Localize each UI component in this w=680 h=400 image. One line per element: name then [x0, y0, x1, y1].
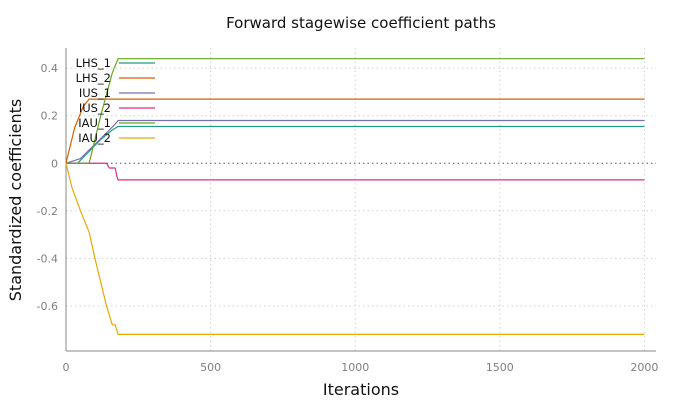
y-tick-label: 0 [51, 157, 58, 170]
y-tick-label: -0.4 [37, 252, 58, 265]
series-line-lhs-2 [65, 98, 645, 164]
x-tick-label: 2000 [630, 361, 658, 374]
y-tick-label: -0.6 [37, 300, 58, 313]
legend-label: IUS_1 [79, 86, 111, 100]
y-tick-label: -0.2 [37, 205, 58, 218]
y-tick-label: 0.4 [41, 62, 59, 75]
series-line-lhs-1 [66, 125, 645, 164]
x-axis-title: Iterations [323, 380, 399, 399]
y-axis-title: Standardized coefficients [6, 99, 25, 301]
legend-label: LHS_2 [76, 71, 111, 85]
x-tick-label: 1500 [486, 361, 514, 374]
x-tick-label: 1000 [341, 361, 369, 374]
y-tick-label: 0.2 [41, 110, 59, 123]
legend-label: LHS_1 [76, 56, 111, 70]
tick-labels: 0.4 0.2 0 -0.2 -0.4 -0.6 0 500 1000 1500 2000 [37, 62, 659, 374]
legend-label: IAU_2 [78, 131, 111, 145]
series-line-ius-1 [65, 119, 645, 164]
axes [65, 48, 656, 352]
series-line-iau-1 [66, 58, 645, 164]
x-tick-label: 500 [200, 361, 221, 374]
legend-label: IUS_2 [79, 101, 111, 115]
series-line-iau-2 [65, 163, 645, 335]
chart-title: Forward stagewise coefficient paths [226, 14, 496, 32]
series-line-ius-2 [66, 162, 645, 181]
x-tick-label: 0 [63, 361, 70, 374]
legend-label: IAU_1 [78, 116, 111, 130]
series-lines [65, 58, 645, 335]
